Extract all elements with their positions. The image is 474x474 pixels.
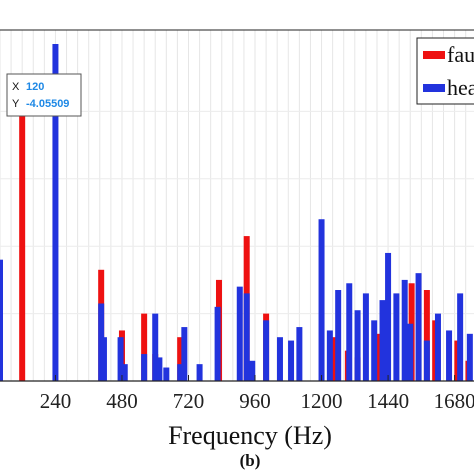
x-tick-label: 240 [40, 389, 72, 413]
bar-healthy [326, 330, 333, 381]
bar-healthy [196, 364, 203, 381]
bar-healthy [466, 333, 473, 381]
bar-healthy [121, 364, 128, 381]
bar-healthy [276, 337, 283, 381]
legend: fau hea [416, 37, 474, 105]
x-tick-label: 1200 [301, 389, 343, 413]
bar-healthy [401, 279, 408, 381]
datatip-box [6, 73, 82, 117]
bar-healthy [457, 293, 464, 381]
bar-healthy [346, 283, 353, 381]
datatip-x-value: 120 [26, 81, 44, 93]
datatip-x-label: X [12, 81, 20, 93]
bar-healthy [117, 337, 124, 381]
x-ticks: 240 480 720 960 1200 1440 1680 [40, 375, 474, 413]
bar-healthy [181, 327, 188, 381]
legend-swatch-healthy [423, 84, 445, 92]
bar-healthy [415, 273, 422, 381]
bar-healthy [152, 313, 159, 381]
bar-healthy [434, 313, 441, 381]
x-axis-title: Frequency (Hz) [168, 421, 332, 450]
x-tick-label: 1440 [367, 389, 409, 413]
bar-healthy [371, 320, 378, 381]
bar-healthy [379, 300, 386, 381]
bar-healthy [249, 360, 256, 381]
bar-healthy [100, 337, 107, 381]
bar-healthy [354, 310, 361, 381]
legend-label-faulty: fau [447, 42, 474, 67]
datatip[interactable]: X 120 Y -4.05509 [6, 73, 82, 117]
legend-box [416, 37, 474, 105]
x-tick-label: 720 [173, 389, 205, 413]
bar-healthy [446, 330, 453, 381]
bar-faulty [19, 104, 26, 381]
legend-label-healthy: hea [447, 75, 474, 100]
bar-faulty [177, 337, 184, 381]
x-tick-label: 480 [106, 389, 138, 413]
bar-healthy [263, 320, 270, 381]
bar-healthy [156, 357, 163, 381]
bar-healthy [243, 293, 250, 381]
bar-healthy [214, 306, 221, 381]
bar-healthy [318, 219, 325, 381]
legend-swatch-faulty [423, 51, 445, 59]
bar-healthy [163, 367, 170, 381]
bar-healthy [296, 327, 303, 381]
bar-healthy [407, 323, 414, 381]
bar-healthy [52, 44, 59, 381]
bars-layer [0, 44, 473, 381]
bar-healthy [0, 259, 3, 381]
bar-healthy [236, 286, 243, 381]
bar-healthy [177, 364, 184, 381]
datatip-y-value: -4.05509 [26, 98, 69, 110]
x-tick-label: 1680 [434, 389, 474, 413]
bar-faulty [423, 290, 430, 381]
panel-label: (b) [240, 451, 261, 470]
bar-healthy [362, 293, 369, 381]
bar-healthy [423, 340, 430, 381]
bar-healthy [385, 252, 392, 381]
datatip-y-label: Y [12, 98, 20, 110]
bar-healthy [335, 290, 342, 381]
bar-healthy [393, 293, 400, 381]
bar-healthy [141, 354, 148, 381]
bar-faulty [141, 313, 148, 381]
bar-healthy [288, 340, 295, 381]
x-tick-label: 960 [239, 389, 271, 413]
